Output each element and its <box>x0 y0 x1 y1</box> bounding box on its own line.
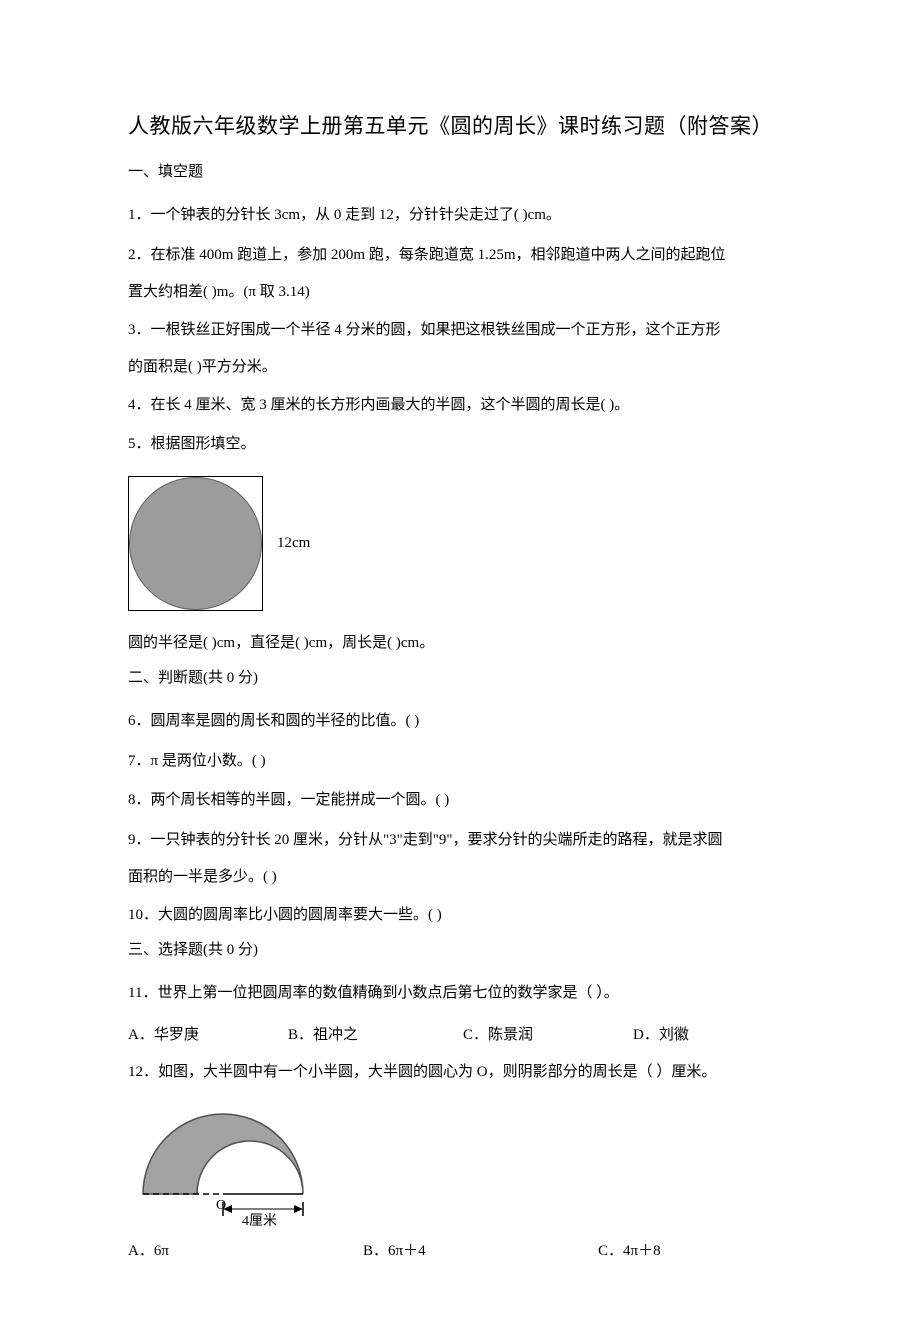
figure-1-container: 12cm <box>128 476 800 611</box>
question-2-line1: 2．在标准 400m 跑道上，参加 200m 跑，每条跑道宽 1.25m，相邻跑… <box>128 237 800 275</box>
option-12-c: C．4π＋8 <box>598 1239 661 1260</box>
question-7: 7．π 是两位小数。( ) <box>128 743 800 781</box>
question-8: 8．两个周长相等的半圆，一定能拼成一个圆。( ) <box>128 782 800 820</box>
question-12-options: A．6π B．6π＋4 C．4π＋8 <box>128 1239 800 1260</box>
section-header-3: 三、选择题(共 0 分) <box>128 938 800 959</box>
question-9-line2: 面积的一半是多少。( ) <box>128 859 800 897</box>
question-10: 10．大圆的圆周率比小圆的圆周率要大一些。( ) <box>128 897 800 935</box>
option-12-b: B．6π＋4 <box>363 1239 598 1260</box>
option-11-a: A．华罗庚 <box>128 1023 288 1044</box>
question-12: 12．如图，大半圆中有一个小半圆，大半圆的圆心为 O，则阴影部分的周长是（ ）厘… <box>128 1054 800 1092</box>
figure-1-label: 12cm <box>277 535 310 552</box>
question-11: 11．世界上第一位把圆周率的数值精确到小数点后第七位的数学家是（ ）。 <box>128 975 800 1013</box>
page-title: 人教版六年级数学上册第五单元《圆的周长》课时练习题（附答案） <box>128 110 800 140</box>
question-2-line2: 置大约相差( )m。(π 取 3.14) <box>128 274 800 312</box>
section-header-2: 二、判断题(共 0 分) <box>128 666 800 687</box>
question-9-line1: 9．一只钟表的分针长 20 厘米，分针从"3"走到"9"，要求分针的尖端所走的路… <box>128 822 800 860</box>
option-11-b: B．祖冲之 <box>288 1023 463 1044</box>
section-header-1: 一、填空题 <box>128 160 800 181</box>
figure-1-square <box>128 476 263 611</box>
question-3-line2: 的面积是( )平方分米。 <box>128 349 800 387</box>
question-5-after: 圆的半径是( )cm，直径是( )cm，周长是( )cm。 <box>128 625 800 663</box>
figure-2-dim-label: 4厘米 <box>242 1213 277 1229</box>
question-1: 1．一个钟表的分针长 3cm，从 0 走到 12，分针针尖走过了( )cm。 <box>128 197 800 235</box>
figure-1-circle <box>129 477 262 610</box>
option-12-a: A．6π <box>128 1239 363 1260</box>
question-6: 6．圆周率是圆的周长和圆的半径的比值。( ) <box>128 703 800 741</box>
question-4: 4．在长 4 厘米、宽 3 厘米的长方形内画最大的半圆，这个半圆的周长是( )。 <box>128 387 800 425</box>
question-11-options: A．华罗庚 B．祖冲之 C．陈景润 D．刘徽 <box>128 1023 800 1044</box>
figure-2-o-label: O <box>216 1198 226 1213</box>
option-11-d: D．刘徽 <box>633 1023 689 1044</box>
figure-1: 12cm <box>128 476 800 611</box>
option-11-c: C．陈景润 <box>463 1023 633 1044</box>
figure-2-crescent <box>143 1114 303 1194</box>
figure-2-container: O 4厘米 <box>128 1099 800 1229</box>
question-3-line1: 3．一根铁丝正好围成一个半径 4 分米的圆，如果把这根铁丝围成一个正方形，这个正… <box>128 312 800 350</box>
question-5: 5．根据图形填空。 <box>128 426 800 464</box>
figure-2-svg: O 4厘米 <box>128 1099 323 1229</box>
